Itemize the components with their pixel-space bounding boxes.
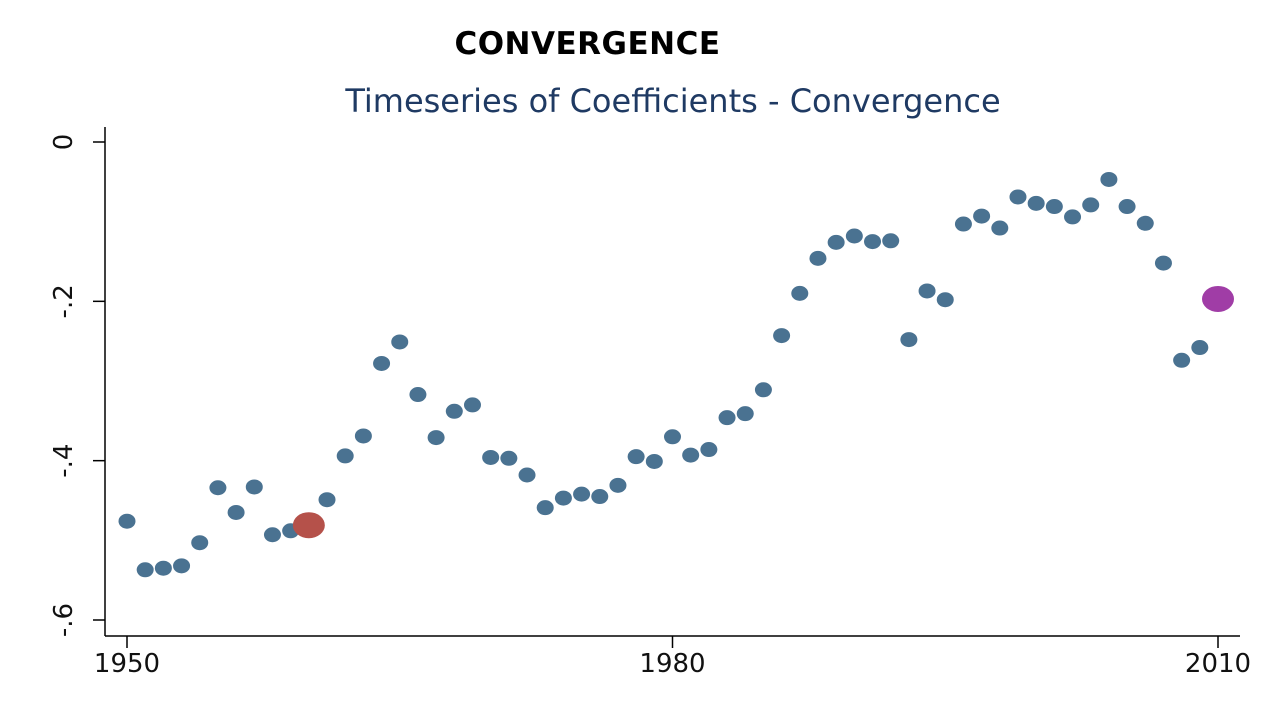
data-point — [391, 334, 409, 350]
data-point — [427, 430, 445, 446]
data-point — [463, 397, 481, 413]
y-tick-label: 0 — [49, 134, 79, 151]
data-point — [154, 560, 172, 576]
data-point — [318, 492, 336, 508]
data-point — [245, 479, 263, 495]
data-point — [1173, 352, 1191, 368]
data-point — [882, 233, 900, 249]
data-point — [845, 228, 863, 244]
data-point — [1027, 195, 1045, 211]
data-point — [1082, 197, 1100, 213]
x-tick-label: 2010 — [1185, 649, 1251, 679]
x-axis-ticks: 1950 1980 2010 — [94, 636, 1251, 679]
data-point — [191, 535, 209, 551]
data-point — [136, 562, 154, 578]
data-point — [791, 285, 809, 301]
data-point — [482, 449, 500, 465]
data-point — [227, 504, 245, 520]
data-point — [718, 410, 736, 426]
data-point — [645, 453, 663, 469]
data-point — [936, 292, 954, 308]
data-point — [1191, 340, 1209, 356]
data-point — [773, 328, 791, 344]
data-point — [900, 332, 918, 348]
y-axis-ticks: 0 -.2 -.4 -.6 — [49, 134, 105, 637]
chart-title: Timeseries of Coefficients - Convergence — [344, 82, 1000, 120]
data-point — [682, 447, 700, 463]
data-point — [700, 442, 718, 458]
data-point — [1009, 189, 1027, 205]
data-point — [336, 448, 354, 464]
data-point — [554, 490, 572, 506]
data-point — [1118, 199, 1136, 215]
highlight-point-1960 — [292, 512, 325, 539]
data-point — [536, 500, 554, 516]
data-point — [118, 513, 136, 529]
data-point — [1045, 199, 1063, 215]
data-point — [973, 208, 991, 224]
y-tick-label: -.6 — [49, 603, 79, 637]
y-tick-label: -.2 — [49, 284, 79, 318]
y-tick-label: -.4 — [49, 444, 79, 478]
data-point — [1064, 209, 1082, 225]
data-point — [1136, 215, 1154, 231]
data-point — [991, 220, 1009, 236]
data-point — [954, 216, 972, 232]
highlight-point-2010 — [1202, 285, 1234, 312]
data-point — [591, 489, 609, 505]
x-tick-label: 1980 — [639, 649, 705, 679]
data-point — [754, 382, 772, 398]
data-point — [827, 234, 845, 250]
data-point — [627, 449, 645, 465]
data-point — [445, 403, 463, 419]
data-point — [864, 234, 882, 250]
data-point — [1100, 171, 1118, 187]
data-point — [373, 355, 391, 371]
data-point — [736, 406, 754, 422]
data-point — [609, 477, 627, 493]
data-point — [1154, 255, 1172, 271]
page-heading: CONVERGENCE — [454, 26, 721, 62]
data-point — [409, 387, 427, 403]
data-point — [173, 558, 191, 574]
x-tick-label: 1950 — [94, 649, 160, 679]
data-point — [573, 486, 591, 502]
data-point — [354, 428, 372, 444]
data-point — [209, 480, 227, 496]
data-point — [809, 250, 827, 266]
data-point — [918, 283, 936, 299]
data-points — [118, 171, 1234, 578]
data-point — [664, 429, 681, 445]
data-point — [263, 527, 281, 543]
data-point — [500, 450, 518, 466]
data-point — [518, 467, 536, 483]
